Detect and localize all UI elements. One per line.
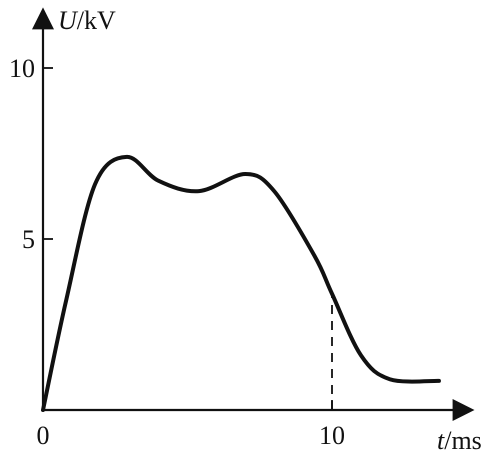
y-axis-label: U/kV bbox=[58, 6, 116, 35]
y-tick-label-10: 10 bbox=[9, 54, 35, 83]
x-axis-label: t/ms bbox=[437, 426, 482, 455]
y-tick-label-5: 5 bbox=[22, 225, 35, 254]
x-tick-label-0: 0 bbox=[37, 421, 50, 450]
ticks-layer: 5 10 0 10 bbox=[9, 54, 345, 450]
x-tick-label-10: 10 bbox=[319, 421, 345, 450]
voltage-curve bbox=[41, 154, 441, 412]
